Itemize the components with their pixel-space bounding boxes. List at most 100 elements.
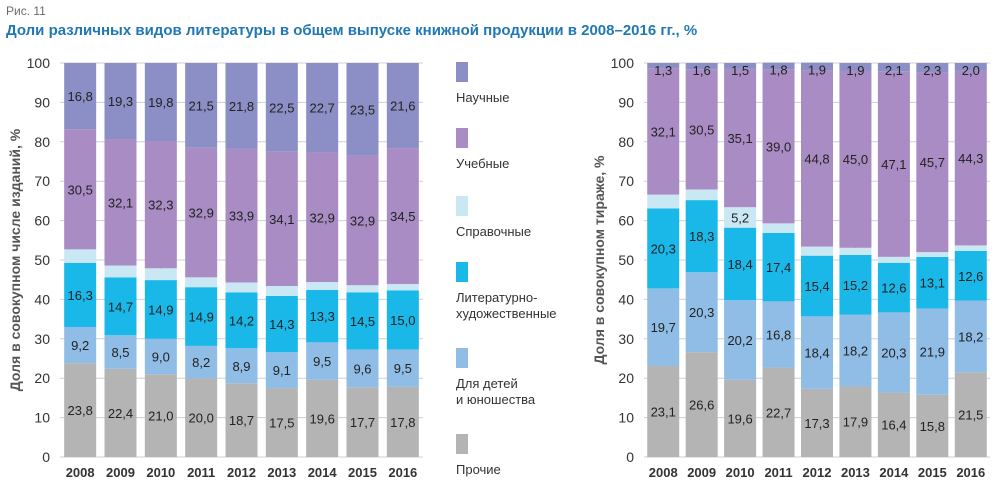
bar-segment [104,335,137,369]
data-label: 30,5 [68,182,93,197]
x-tick-label: 2016 [388,465,417,480]
y-tick-label: 30 [34,331,50,347]
bar-segment [877,392,910,457]
bar-segment [877,262,910,313]
bar-segment [104,277,137,336]
bar-segment [225,348,258,384]
data-label: 16,4 [881,418,906,433]
data-label: 16,8 [766,327,791,342]
bar-segment [839,70,872,248]
y-tick-label: 70 [34,173,50,189]
data-label: 16,8 [68,89,93,104]
data-label: 19,3 [108,94,133,109]
bar-segment [916,394,949,457]
bar-segment [954,70,987,246]
data-label: 1,6 [693,63,711,78]
bar-segment [839,314,872,387]
data-label: 34,5 [390,209,415,224]
bar-segment [801,70,833,247]
y-tick-label: 30 [618,331,634,347]
bar-segment [346,155,379,286]
bar-segment [877,63,910,72]
data-label: 1,9 [846,63,864,78]
bar-segment [916,256,949,309]
data-label: 22,4 [108,406,133,421]
bar-segment [839,247,872,255]
legend-swatch [456,348,468,368]
legend: Научные Учебные Справочные Литературно- худ… [446,62,616,492]
bar-segment [265,388,298,457]
figure-label: Рис. 11 [6,4,46,18]
data-label: 18,7 [229,413,254,428]
x-tick-label: 2010 [726,465,755,480]
bar-segment [954,245,987,251]
data-label: 1,3 [654,63,672,78]
y-tick-label: 60 [34,213,50,229]
y-tick-label: 70 [618,173,634,189]
bar-segment [185,63,218,148]
data-label: 12,6 [958,269,983,284]
bar-segment [839,254,872,315]
data-label: 32,1 [651,124,676,139]
bar-segment [306,289,339,343]
bar-segment [265,295,298,353]
data-label: 32,3 [148,198,173,213]
data-label: 20,0 [189,411,214,426]
data-label: 9,5 [313,354,331,369]
data-label: 16,3 [68,288,93,303]
bar-segment [801,246,833,256]
bar-segment [144,338,177,375]
bar-segment [954,300,987,373]
bar-segment [762,223,795,233]
bar-segment [877,256,910,263]
bar-segment [839,63,872,71]
data-label: 5,2 [731,210,749,225]
y-axis-label: Доля в совокупном числе изданий, % [7,128,23,391]
bar-segment [225,282,258,293]
x-tick-label: 2013 [267,465,296,480]
data-label: 9,0 [152,350,170,365]
data-label: 21,8 [229,99,254,114]
data-label: 26,6 [689,398,714,413]
bar-segment [386,290,419,350]
bar-segment [104,265,137,278]
bar-segment [185,147,218,278]
data-label: 32,9 [310,210,335,225]
bar-segment [386,386,419,457]
left-stacked-bar-chart: 0 10 20 30 40 50 60 70 80 90 100 Доля в совокупном … [7,55,423,480]
bar-segment [185,378,218,457]
data-label: 23,5 [350,102,375,117]
y-tick-label: 20 [618,370,634,386]
bar-segment [144,63,177,142]
bar-segment [225,383,258,457]
bar-segment [144,141,177,269]
data-label: 21,9 [920,345,945,360]
y-tick-label: 10 [618,410,634,426]
bar-segment [104,139,137,266]
x-tick-label: 2011 [764,465,792,480]
data-label: 19,6 [727,411,752,426]
bar-segment [762,232,795,302]
y-tick-label: 50 [34,252,50,268]
x-tick-label: 2009 [687,465,716,480]
bar-segment [265,151,298,287]
bar-segment [346,292,379,350]
data-label: 8,5 [111,345,129,360]
x-tick-label: 2011 [187,465,215,480]
x-tick-label: 2012 [227,465,256,480]
bar-segment [685,63,718,70]
bar-segment [346,63,379,156]
bar-segment [104,368,137,457]
data-label: 20,2 [727,333,752,348]
x-tick-label: 2008 [649,465,678,480]
bar-segment [306,63,339,153]
figure-title: Доли различных видов литературы в общем … [6,22,698,39]
legend-label: Справочные [456,224,532,239]
y-axis-label: Доля в совокупном тираже, % [591,155,607,365]
bar-segment [877,71,910,257]
bar-segment [762,69,795,224]
bar-segment [346,349,379,388]
legend-swatch [456,434,468,454]
data-label: 1,9 [808,63,826,78]
